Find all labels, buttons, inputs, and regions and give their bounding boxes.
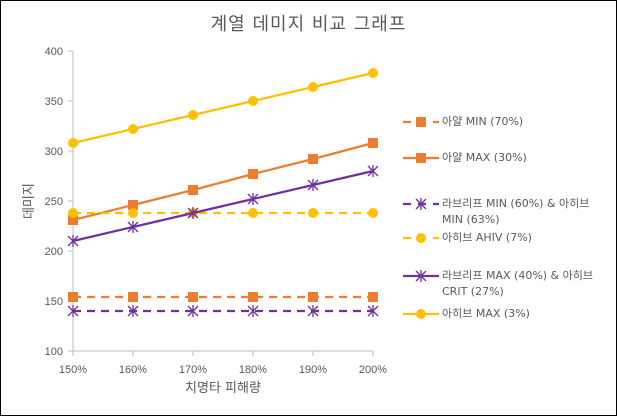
legend-swatch <box>403 270 439 282</box>
series-line <box>72 169 374 243</box>
data-point <box>367 305 379 317</box>
data-point <box>127 305 139 317</box>
data-point <box>127 221 139 233</box>
legend-swatch <box>403 309 439 319</box>
legend-item: 아히브 AHIV (7%) <box>403 230 602 246</box>
legend-item: 라브리프 MAX (40%) & 아히브 CRIT (27%) <box>403 268 602 300</box>
legend-label: 라브리프 MAX (40%) & 아히브 CRIT (27%) <box>442 269 593 298</box>
y-tick-label: 350 <box>45 96 63 108</box>
series-0 <box>68 292 378 302</box>
data-point <box>368 208 378 218</box>
legend-swatch <box>403 198 439 210</box>
data-point <box>68 208 78 218</box>
series-1 <box>68 138 378 225</box>
y-axis-title: 데미지 <box>22 183 37 219</box>
data-point <box>247 193 259 205</box>
y-tick-label: 200 <box>45 246 63 258</box>
legend-marker <box>416 153 426 163</box>
data-point <box>308 82 318 92</box>
data-point <box>307 305 319 317</box>
legend-swatch <box>403 153 439 163</box>
x-tick-label: 170% <box>179 364 207 376</box>
legend-item: 아얄 MAX (30%) <box>403 150 602 166</box>
legend-label: 라브리프 MIN (60%) & 아히브 MIN (63%) <box>442 197 590 226</box>
x-tick-label: 190% <box>299 364 327 376</box>
legend-marker <box>415 270 427 282</box>
data-point <box>188 292 198 302</box>
series-line <box>72 141 374 222</box>
legend-item: 아히브 MAX (3%) <box>403 306 602 322</box>
x-tick-label: 180% <box>239 364 267 376</box>
legend-label: 아얄 MAX (30%) <box>442 151 527 164</box>
data-point <box>248 292 258 302</box>
legend-marker <box>416 309 426 319</box>
legend-swatch <box>403 117 439 127</box>
legend-marker <box>415 198 427 210</box>
x-tick-label: 160% <box>119 364 147 376</box>
legend-label: 아히브 MAX (3%) <box>442 307 530 320</box>
data-point <box>368 68 378 78</box>
data-point <box>308 154 318 164</box>
data-point <box>128 208 138 218</box>
legend-marker <box>416 233 426 243</box>
data-point <box>248 208 258 218</box>
data-point <box>67 235 79 247</box>
data-point <box>188 185 198 195</box>
data-point <box>67 305 79 317</box>
y-tick-label: 250 <box>45 196 63 208</box>
data-point <box>128 200 138 210</box>
legend-label: 아얄 MIN (70%) <box>442 115 524 128</box>
data-point <box>248 169 258 179</box>
data-point <box>68 215 78 225</box>
x-axis-title: 치명타 피해량 <box>185 381 261 396</box>
series-2 <box>67 305 379 317</box>
data-point <box>308 292 318 302</box>
y-tick-label: 100 <box>45 346 63 358</box>
legend-swatch <box>403 233 439 243</box>
y-tick-label: 300 <box>45 146 63 158</box>
series-5 <box>68 68 378 148</box>
x-tick-label: 200% <box>359 364 387 376</box>
data-point <box>187 207 199 219</box>
legend-marker <box>416 117 426 127</box>
data-point <box>307 179 319 191</box>
y-tick-label: 150 <box>45 296 63 308</box>
data-point <box>247 305 259 317</box>
data-point <box>368 292 378 302</box>
data-point <box>68 292 78 302</box>
data-point <box>128 124 138 134</box>
data-point <box>248 96 258 106</box>
data-point <box>368 138 378 148</box>
data-point <box>128 292 138 302</box>
series-line <box>72 71 374 145</box>
data-point <box>68 138 78 148</box>
y-tick-label: 400 <box>45 46 63 58</box>
data-point <box>367 165 379 177</box>
x-tick-label: 150% <box>59 364 87 376</box>
data-point <box>188 110 198 120</box>
legend-item: 아얄 MIN (70%) <box>403 114 602 130</box>
series-4 <box>67 165 379 247</box>
legend-item: 라브리프 MIN (60%) & 아히브 MIN (63%) <box>403 196 602 228</box>
data-point <box>308 208 318 218</box>
legend-label: 아히브 AHIV (7%) <box>442 231 532 244</box>
data-point <box>187 305 199 317</box>
chart-title: 계열 데미지 비교 그래프 <box>210 14 407 35</box>
